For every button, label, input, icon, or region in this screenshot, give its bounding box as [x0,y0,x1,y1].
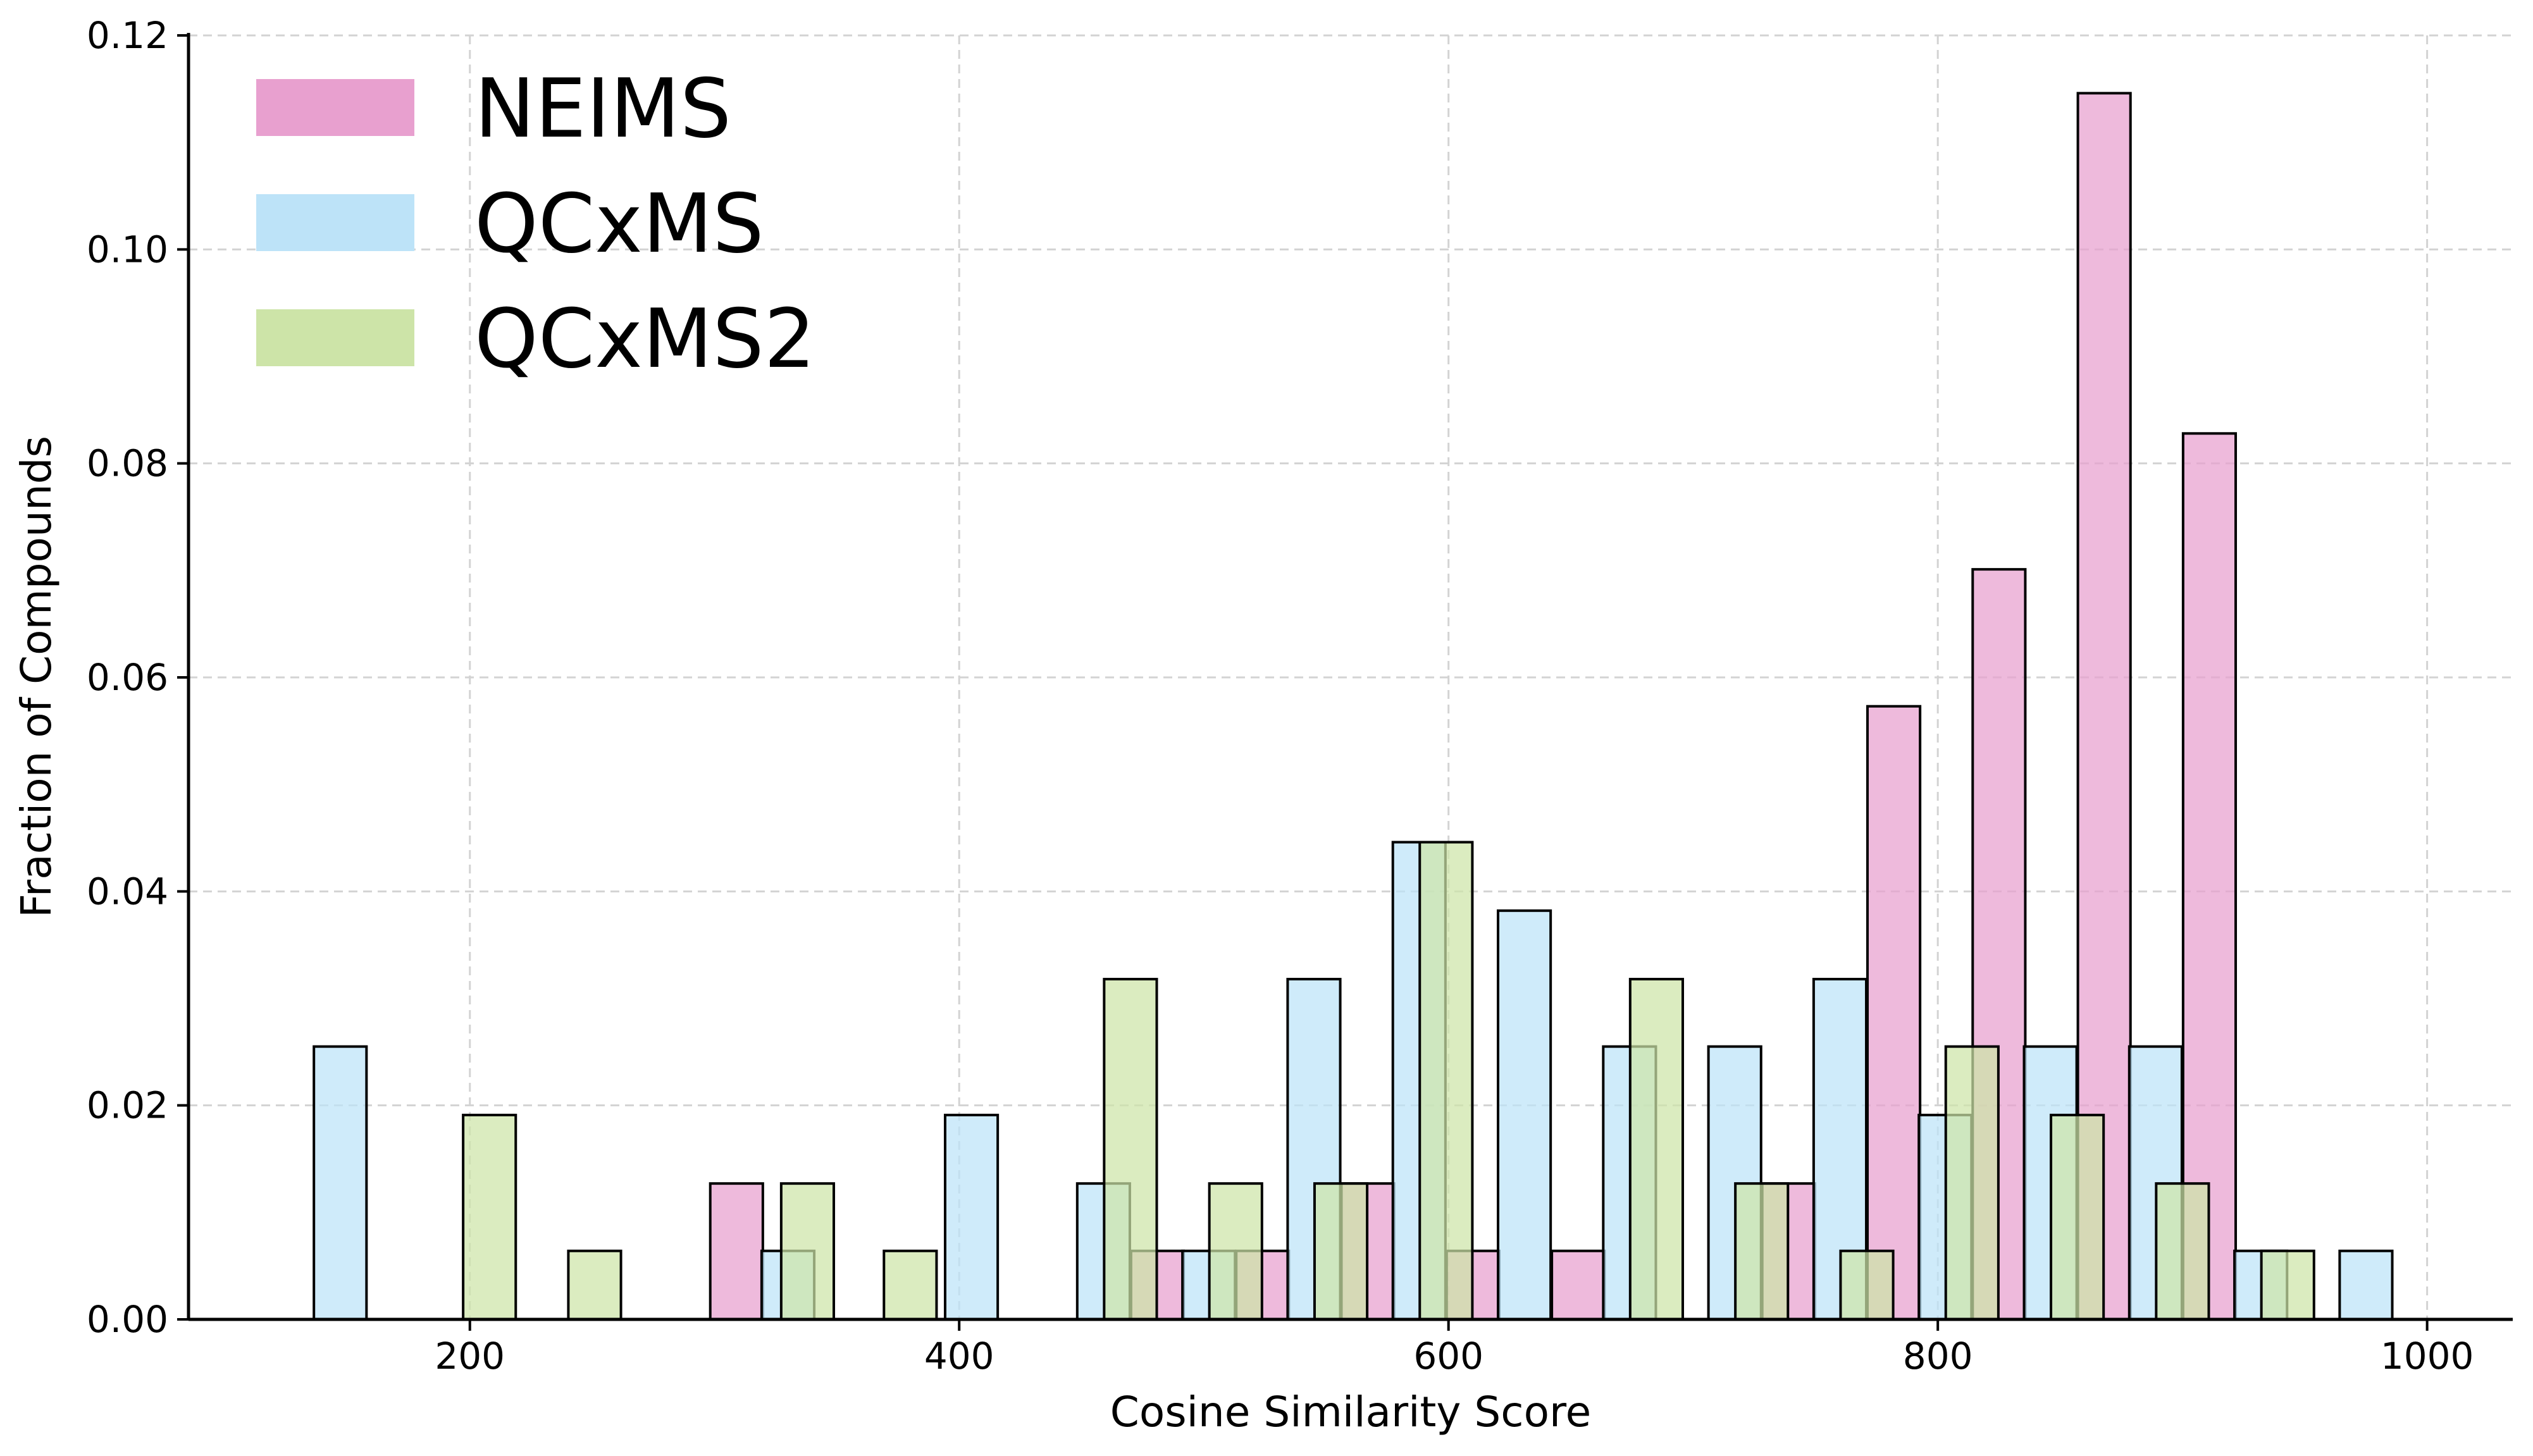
x-tick-label: 1000 [2381,1335,2474,1378]
legend-entry-qcxms2: QCxMS2 [256,292,815,386]
bar [462,1113,517,1321]
legend-entry-qcxms: QCxMS [256,177,764,271]
bar [1628,978,1684,1321]
y-tick-label: 0.10 [87,228,168,271]
legend-swatch [256,194,414,251]
x-axis-label: Cosine Similarity Score [1110,1388,1591,1436]
legend-label: QCxMS2 [474,292,815,386]
bars [313,92,2394,1321]
bar [2181,432,2238,1321]
y-tick-label: 0.12 [87,14,168,57]
legend-entry-neims: NEIMS [256,62,731,156]
y-tick-label: 0.06 [87,656,168,699]
bar [2338,1249,2394,1321]
bar [709,1182,764,1321]
y-axis-label: Fraction of Compounds [12,436,61,918]
bar [2260,1249,2315,1321]
y-tick-label: 0.08 [87,442,168,485]
bar [883,1249,938,1321]
bar [943,1113,1000,1321]
bar [1839,1249,1895,1321]
bar [1418,841,1474,1321]
legend-swatch [256,309,414,366]
x-tick-label: 200 [435,1335,505,1378]
bar [1551,1249,1606,1321]
bar [1208,1182,1263,1321]
x-tick-label: 600 [1413,1335,1483,1378]
legend-label: QCxMS [474,177,764,271]
y-tick-label: 0.02 [87,1084,168,1127]
bar [779,1182,836,1321]
bar [1103,978,1158,1321]
x-tick-label: 800 [1903,1335,1973,1378]
bar [1734,1182,1790,1321]
bar [2050,1113,2105,1321]
y-tick-label: 0.04 [87,870,168,913]
bar [1944,1045,2000,1321]
legend: NEIMS QCxMS QCxMS2 [256,62,815,386]
bar [2155,1182,2210,1321]
bar [1313,1182,1369,1321]
legend-label: NEIMS [474,62,731,156]
x-tick-label: 400 [924,1335,994,1378]
bar [313,1045,368,1321]
bar [1497,909,1552,1321]
y-tick-label: 0.00 [87,1298,168,1341]
bar [567,1249,622,1321]
axes [177,33,2513,1331]
bar [1866,705,1922,1321]
legend-swatch [256,79,414,136]
tick-labels: 200 400 600 800 1000 0.00 0.02 0.04 0.06 0.08 0.10… [87,14,2474,1378]
